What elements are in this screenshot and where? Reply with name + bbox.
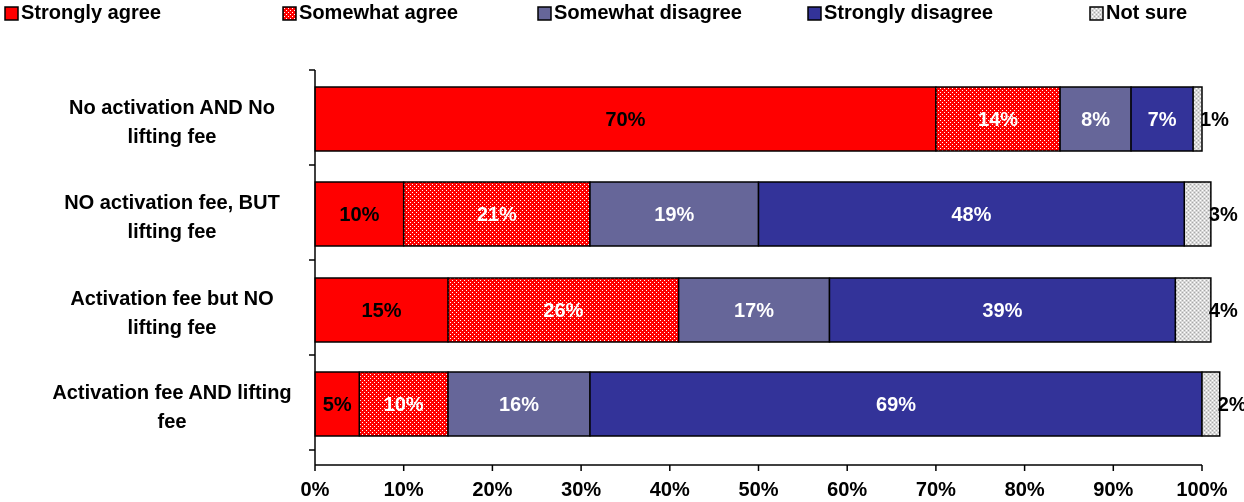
data-label: 69% — [876, 394, 916, 416]
x-tick-label: 60% — [827, 479, 867, 501]
bar-segment — [1183, 181, 1212, 247]
data-label: 1% — [1200, 109, 1229, 131]
data-label: 8% — [1081, 109, 1110, 131]
x-tick-label: 30% — [561, 479, 601, 501]
data-label: 14% — [978, 109, 1018, 131]
x-tick-label: 90% — [1093, 479, 1133, 501]
bar-segment — [1192, 86, 1203, 152]
data-label: 70% — [605, 109, 645, 131]
data-label: 4% — [1209, 300, 1238, 322]
data-label: 5% — [323, 394, 352, 416]
bar-segment — [589, 181, 760, 247]
x-tick-label: 70% — [916, 479, 956, 501]
x-tick-label: 0% — [301, 479, 330, 501]
legend-swatch — [537, 6, 552, 21]
category-label: NO activation fee, BUT — [64, 192, 280, 214]
bar-segment — [314, 181, 405, 247]
legend-label: Somewhat agree — [299, 2, 458, 24]
bar-segment — [935, 86, 1061, 152]
data-label: 10% — [384, 394, 424, 416]
x-tick-label: 10% — [384, 479, 424, 501]
data-label: 21% — [477, 204, 517, 226]
bar-segment — [1201, 371, 1221, 437]
bar-segment — [314, 277, 449, 343]
bar-segment — [314, 371, 361, 437]
plot-area: 70% 14% 8% 7% 1% No activation AND No lifting … — [52, 86, 1244, 437]
data-label: 3% — [1209, 204, 1238, 226]
x-tick-label: 20% — [472, 479, 512, 501]
bar-segment — [402, 181, 591, 247]
data-label: 2% — [1218, 394, 1244, 416]
legend-label: Strongly disagree — [824, 2, 993, 24]
legend-swatch — [282, 6, 297, 21]
x-tick-label: 80% — [1005, 479, 1045, 501]
data-label: 15% — [362, 300, 402, 322]
data-label: 19% — [654, 204, 694, 226]
bar-segment — [757, 181, 1186, 247]
category-label: No activation AND No — [69, 97, 275, 119]
data-label: 7% — [1148, 109, 1177, 131]
x-tick-label: 50% — [738, 479, 778, 501]
x-tick-label: 40% — [650, 479, 690, 501]
bar-segment — [447, 371, 591, 437]
category-label: lifting fee — [128, 126, 217, 148]
legend-label: Not sure — [1106, 2, 1187, 24]
chart-axes: 0% 10% 20% 30% 40% 50% 60% 70% 80% 90% 100% — [301, 69, 1228, 501]
bar-segment — [677, 277, 831, 343]
bar-segment — [1059, 86, 1132, 152]
data-label: 17% — [734, 300, 774, 322]
bar-segment — [828, 277, 1177, 343]
bar-segment — [358, 371, 449, 437]
bar-segment — [314, 86, 937, 152]
legend-swatch — [807, 6, 822, 21]
legend-swatch — [4, 6, 19, 21]
category-label: fee — [158, 411, 187, 433]
data-label: 39% — [982, 300, 1022, 322]
x-tick-label: 100% — [1176, 479, 1227, 501]
data-label: 16% — [499, 394, 539, 416]
legend-label: Somewhat disagree — [554, 2, 742, 24]
bar-segment — [447, 277, 680, 343]
legend-label: Strongly agree — [21, 2, 161, 24]
data-label: 26% — [543, 300, 583, 322]
chart-legend: Strongly agree Somewhat agree Somewhat dis… — [4, 2, 1187, 24]
category-label: Activation fee but NO — [70, 288, 273, 310]
category-label: Activation fee AND lifting — [52, 382, 291, 404]
legend-swatch — [1089, 6, 1104, 21]
category-label: lifting fee — [128, 317, 217, 339]
data-label: 48% — [951, 204, 991, 226]
category-label: lifting fee — [128, 221, 217, 243]
data-label: 10% — [339, 204, 379, 226]
bar-segment — [1174, 277, 1212, 343]
